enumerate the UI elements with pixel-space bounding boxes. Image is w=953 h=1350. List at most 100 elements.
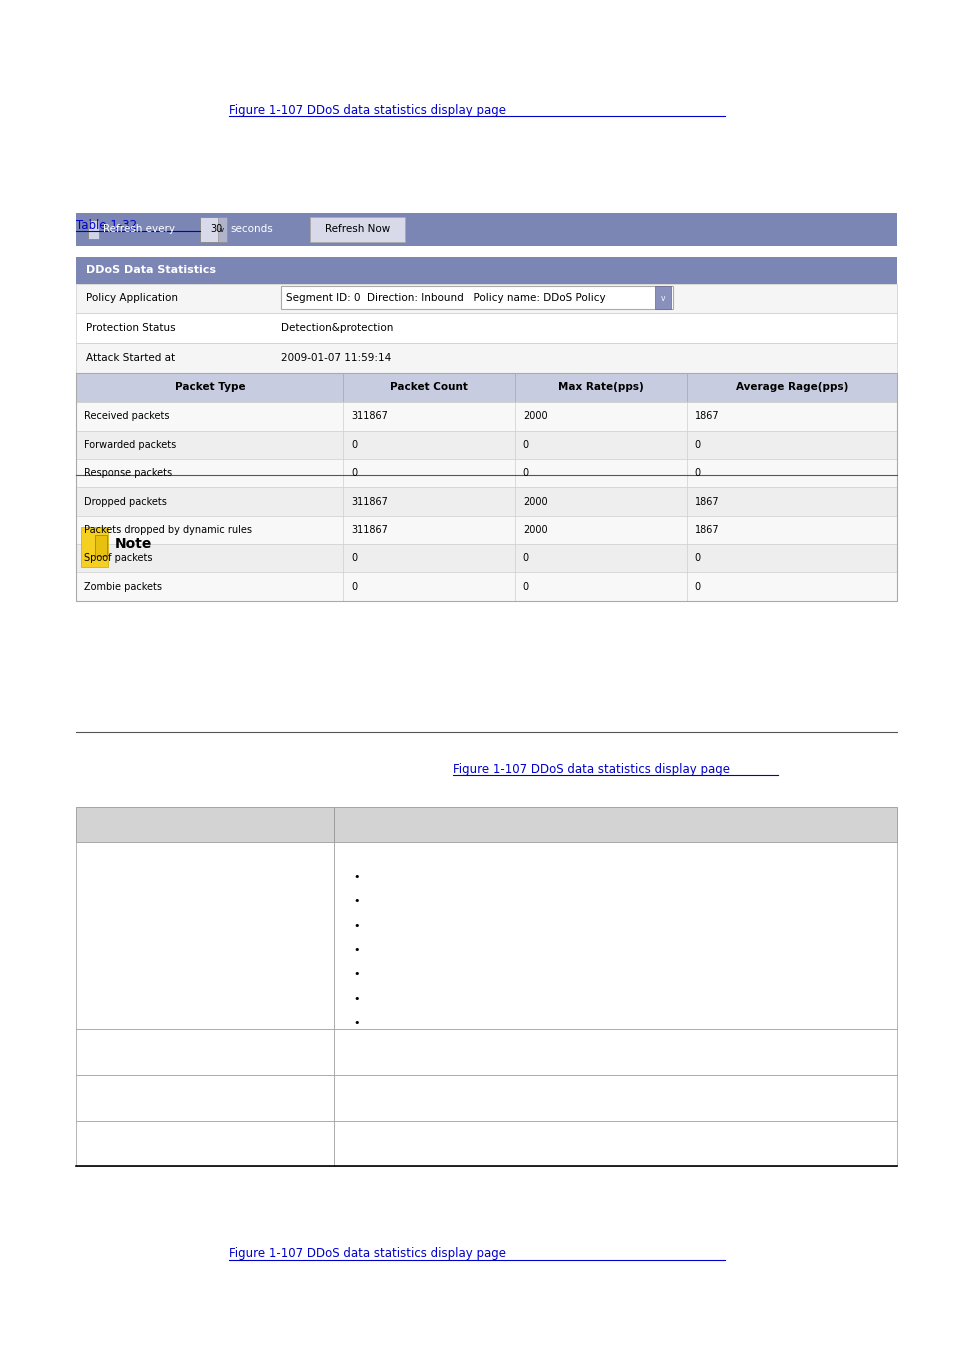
Bar [343, 516, 515, 544]
Text: 0: 0 [694, 468, 700, 478]
Text: Refresh Now: Refresh Now [325, 224, 390, 235]
Bar [76, 256, 896, 284]
Bar [95, 535, 107, 556]
Text: 30: 30 [210, 224, 222, 235]
Text: Detection&protection: Detection&protection [281, 323, 394, 333]
Bar [76, 343, 896, 373]
Text: •: • [353, 945, 359, 954]
Text: 0: 0 [351, 440, 356, 450]
Text: •: • [353, 969, 359, 979]
Bar [515, 373, 686, 402]
Bar [686, 459, 896, 487]
Bar [76, 373, 343, 402]
Bar [76, 284, 896, 313]
Text: 2009-01-07 11:59:14: 2009-01-07 11:59:14 [281, 352, 392, 363]
Bar [81, 526, 108, 567]
Bar [76, 516, 343, 544]
Bar [515, 572, 686, 601]
Bar [281, 286, 672, 309]
Text: Response packets: Response packets [84, 468, 172, 478]
Text: Figure 1-107 DDoS data statistics display page: Figure 1-107 DDoS data statistics displa… [229, 104, 505, 117]
Bar [686, 487, 896, 516]
Text: 311867: 311867 [351, 497, 388, 506]
Text: •: • [353, 872, 359, 882]
Text: Received packets: Received packets [84, 412, 170, 421]
Bar [76, 213, 896, 246]
Text: 1867: 1867 [694, 497, 719, 506]
Text: Forwarded packets: Forwarded packets [84, 440, 176, 450]
Text: 311867: 311867 [351, 525, 388, 535]
Bar [515, 431, 686, 459]
Text: 1867: 1867 [694, 412, 719, 421]
Bar [686, 373, 896, 402]
Text: Figure 1-107 DDoS data statistics display page: Figure 1-107 DDoS data statistics displa… [453, 763, 729, 776]
Bar [515, 544, 686, 572]
Bar [655, 286, 670, 309]
Bar [515, 402, 686, 431]
Text: 0: 0 [522, 440, 528, 450]
Bar [76, 572, 343, 601]
Bar [686, 572, 896, 601]
Text: v: v [660, 294, 664, 302]
Bar [76, 842, 334, 1029]
Bar [76, 1029, 334, 1075]
Text: seconds: seconds [231, 224, 274, 235]
Bar [76, 1120, 334, 1166]
Text: Packet Count: Packet Count [390, 382, 468, 393]
Text: 0: 0 [522, 468, 528, 478]
Text: Figure 1-107 DDoS data statistics display page: Figure 1-107 DDoS data statistics displa… [229, 1247, 505, 1261]
Bar [76, 544, 343, 572]
Text: 1867: 1867 [694, 525, 719, 535]
Text: v: v [220, 227, 224, 232]
Bar [76, 313, 896, 343]
Bar [515, 459, 686, 487]
Text: Segment ID: 0  Direction: Inbound   Policy name: DDoS Policy: Segment ID: 0 Direction: Inbound Policy … [286, 293, 605, 304]
Bar [76, 1075, 334, 1120]
Bar [334, 842, 896, 1029]
Text: 0: 0 [351, 468, 356, 478]
Text: •: • [353, 994, 359, 1003]
Bar [88, 220, 99, 239]
Text: Spoof packets: Spoof packets [84, 554, 152, 563]
Bar [334, 807, 896, 842]
Text: Attack Started at: Attack Started at [86, 352, 174, 363]
Text: 0: 0 [522, 582, 528, 591]
Bar [76, 807, 334, 842]
Text: Zombie packets: Zombie packets [84, 582, 162, 591]
Bar [343, 487, 515, 516]
Bar [76, 402, 343, 431]
Text: 2000: 2000 [522, 525, 547, 535]
Text: Protection Status: Protection Status [86, 323, 175, 333]
Text: Note: Note [114, 537, 152, 551]
Bar [343, 431, 515, 459]
Text: Policy Application: Policy Application [86, 293, 177, 304]
Bar [343, 459, 515, 487]
Text: DDoS Data Statistics: DDoS Data Statistics [86, 265, 215, 275]
Bar [200, 216, 227, 243]
Bar [343, 572, 515, 601]
Bar [686, 402, 896, 431]
Text: Average Rage(pps): Average Rage(pps) [735, 382, 847, 393]
Bar [76, 487, 343, 516]
Text: 311867: 311867 [351, 412, 388, 421]
Bar [334, 1029, 896, 1075]
Text: 2000: 2000 [522, 412, 547, 421]
Bar [515, 487, 686, 516]
Bar [76, 373, 896, 601]
Bar [686, 516, 896, 544]
Bar [343, 402, 515, 431]
Text: 2000: 2000 [522, 497, 547, 506]
Text: •: • [353, 896, 359, 906]
Bar [686, 431, 896, 459]
Text: 0: 0 [522, 554, 528, 563]
Text: Table 1-32: Table 1-32 [76, 219, 137, 232]
Text: Packet Type: Packet Type [174, 382, 245, 393]
Bar [343, 544, 515, 572]
Bar [515, 516, 686, 544]
Text: 0: 0 [694, 582, 700, 591]
Text: •: • [353, 1018, 359, 1027]
Bar [343, 373, 515, 402]
Text: 0: 0 [694, 554, 700, 563]
Text: Dropped packets: Dropped packets [84, 497, 167, 506]
Bar [217, 216, 227, 243]
